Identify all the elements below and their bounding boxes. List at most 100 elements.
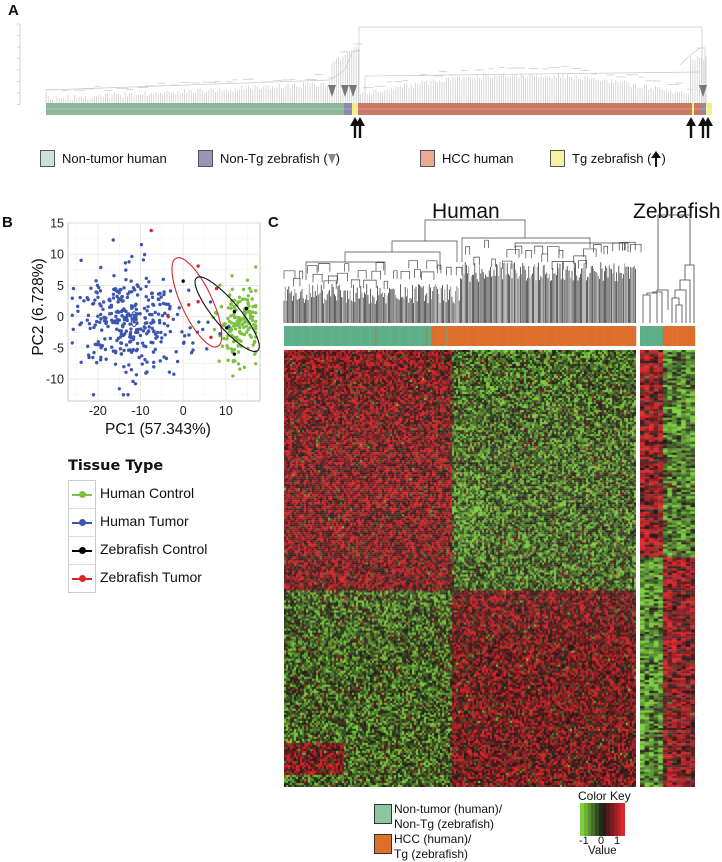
data-point	[237, 295, 242, 299]
data-point	[134, 302, 138, 306]
annotation-cell	[624, 326, 626, 346]
annotation-cell	[328, 326, 330, 346]
data-point	[124, 329, 129, 333]
data-point	[253, 352, 257, 356]
data-point	[241, 332, 246, 337]
annotation-cell	[492, 326, 494, 346]
annotation-cell	[330, 326, 332, 346]
annotation-cell	[284, 326, 286, 346]
annotation-cell	[630, 326, 632, 346]
annotation-cell	[574, 326, 576, 346]
dendrogram-link	[502, 260, 513, 270]
dendrogram-link	[624, 241, 636, 251]
annotation-cell	[300, 326, 302, 346]
annotation-cell	[478, 326, 480, 346]
annotation-cell	[472, 326, 474, 346]
annotation-cell	[353, 326, 355, 346]
annotation-cell	[545, 326, 547, 346]
dendrogram-link	[337, 272, 348, 282]
annotation-cell	[529, 326, 531, 346]
data-point	[241, 325, 246, 330]
annotation-cell	[421, 326, 424, 346]
gray-triangle-icon	[327, 153, 336, 164]
data-point	[238, 329, 242, 334]
annotation-cell	[591, 326, 593, 346]
data-point	[98, 289, 103, 293]
annotation-cell	[366, 326, 369, 346]
annotation-cell	[415, 326, 417, 346]
annotation-cell	[308, 326, 310, 346]
dendrogram-link	[506, 249, 520, 258]
data-point	[217, 359, 221, 363]
x-tick-label: 10	[219, 404, 233, 418]
dendrogram-link	[344, 263, 350, 272]
data-point	[102, 319, 107, 323]
data-point	[149, 340, 153, 345]
annotation-cell	[570, 326, 572, 346]
annotation-cell	[552, 326, 554, 346]
annotation-cell	[681, 326, 687, 346]
annotation-cell	[344, 326, 347, 346]
annotation-cell	[298, 326, 300, 346]
annotation-cell	[323, 326, 326, 346]
annotation-cell	[335, 326, 337, 346]
data-point	[213, 310, 218, 315]
dendrogram-link	[473, 256, 480, 266]
dendrogram-branch	[684, 264, 695, 323]
annotation-cell	[362, 326, 364, 346]
data-point	[70, 296, 74, 300]
annotation-cell	[460, 326, 462, 346]
data-point	[254, 265, 258, 269]
data-point	[124, 268, 128, 272]
data-point	[119, 352, 124, 356]
dendrogram-link	[371, 270, 382, 280]
annotation-cell	[392, 326, 394, 346]
color-key-xlabel: Value	[588, 845, 617, 857]
annotation-cell	[513, 326, 515, 346]
data-point	[117, 291, 121, 295]
annotation-cell	[334, 326, 336, 346]
dendrogram-link	[583, 248, 597, 257]
data-point	[130, 254, 134, 259]
legend-a-label: Tg zebrafish (	[572, 151, 652, 166]
confidence-ellipse	[130, 311, 138, 328]
data-point	[246, 294, 250, 298]
annotation-cell	[391, 326, 393, 346]
annotation-cell	[602, 326, 604, 346]
annotation-cell	[381, 326, 384, 346]
data-point	[182, 334, 187, 338]
annotation-cell	[427, 326, 429, 346]
annotation-cell	[600, 326, 603, 346]
color-key-step	[587, 803, 592, 836]
annotation-cell	[390, 326, 392, 346]
color-key-title: Color Key	[578, 789, 631, 803]
data-point	[197, 320, 201, 324]
data-point	[254, 362, 258, 366]
data-point	[229, 306, 233, 310]
annotation-cell	[476, 326, 478, 346]
annotation-cell	[408, 326, 410, 346]
data-point	[122, 321, 126, 326]
data-point	[252, 340, 257, 345]
annotation-cell	[384, 326, 387, 346]
data-point	[99, 265, 103, 270]
annotation-cell	[546, 326, 548, 346]
annotation-cell	[562, 326, 564, 346]
annotation-cell	[342, 326, 344, 346]
data-point	[189, 351, 194, 355]
data-point	[156, 292, 161, 296]
annotation-cell	[394, 326, 396, 346]
annotation-cell	[640, 326, 645, 346]
annotation-cell	[621, 326, 623, 346]
data-point	[112, 319, 117, 323]
annotation-cell	[543, 326, 545, 346]
data-point	[87, 322, 92, 326]
annotation-cell	[561, 326, 564, 346]
annotation-cell	[333, 326, 335, 346]
data-point	[79, 258, 83, 263]
annotation-cell	[593, 326, 595, 346]
data-point	[233, 327, 238, 331]
data-point	[71, 327, 75, 332]
annotation-cell	[508, 326, 510, 346]
annotation-cell	[577, 326, 579, 346]
